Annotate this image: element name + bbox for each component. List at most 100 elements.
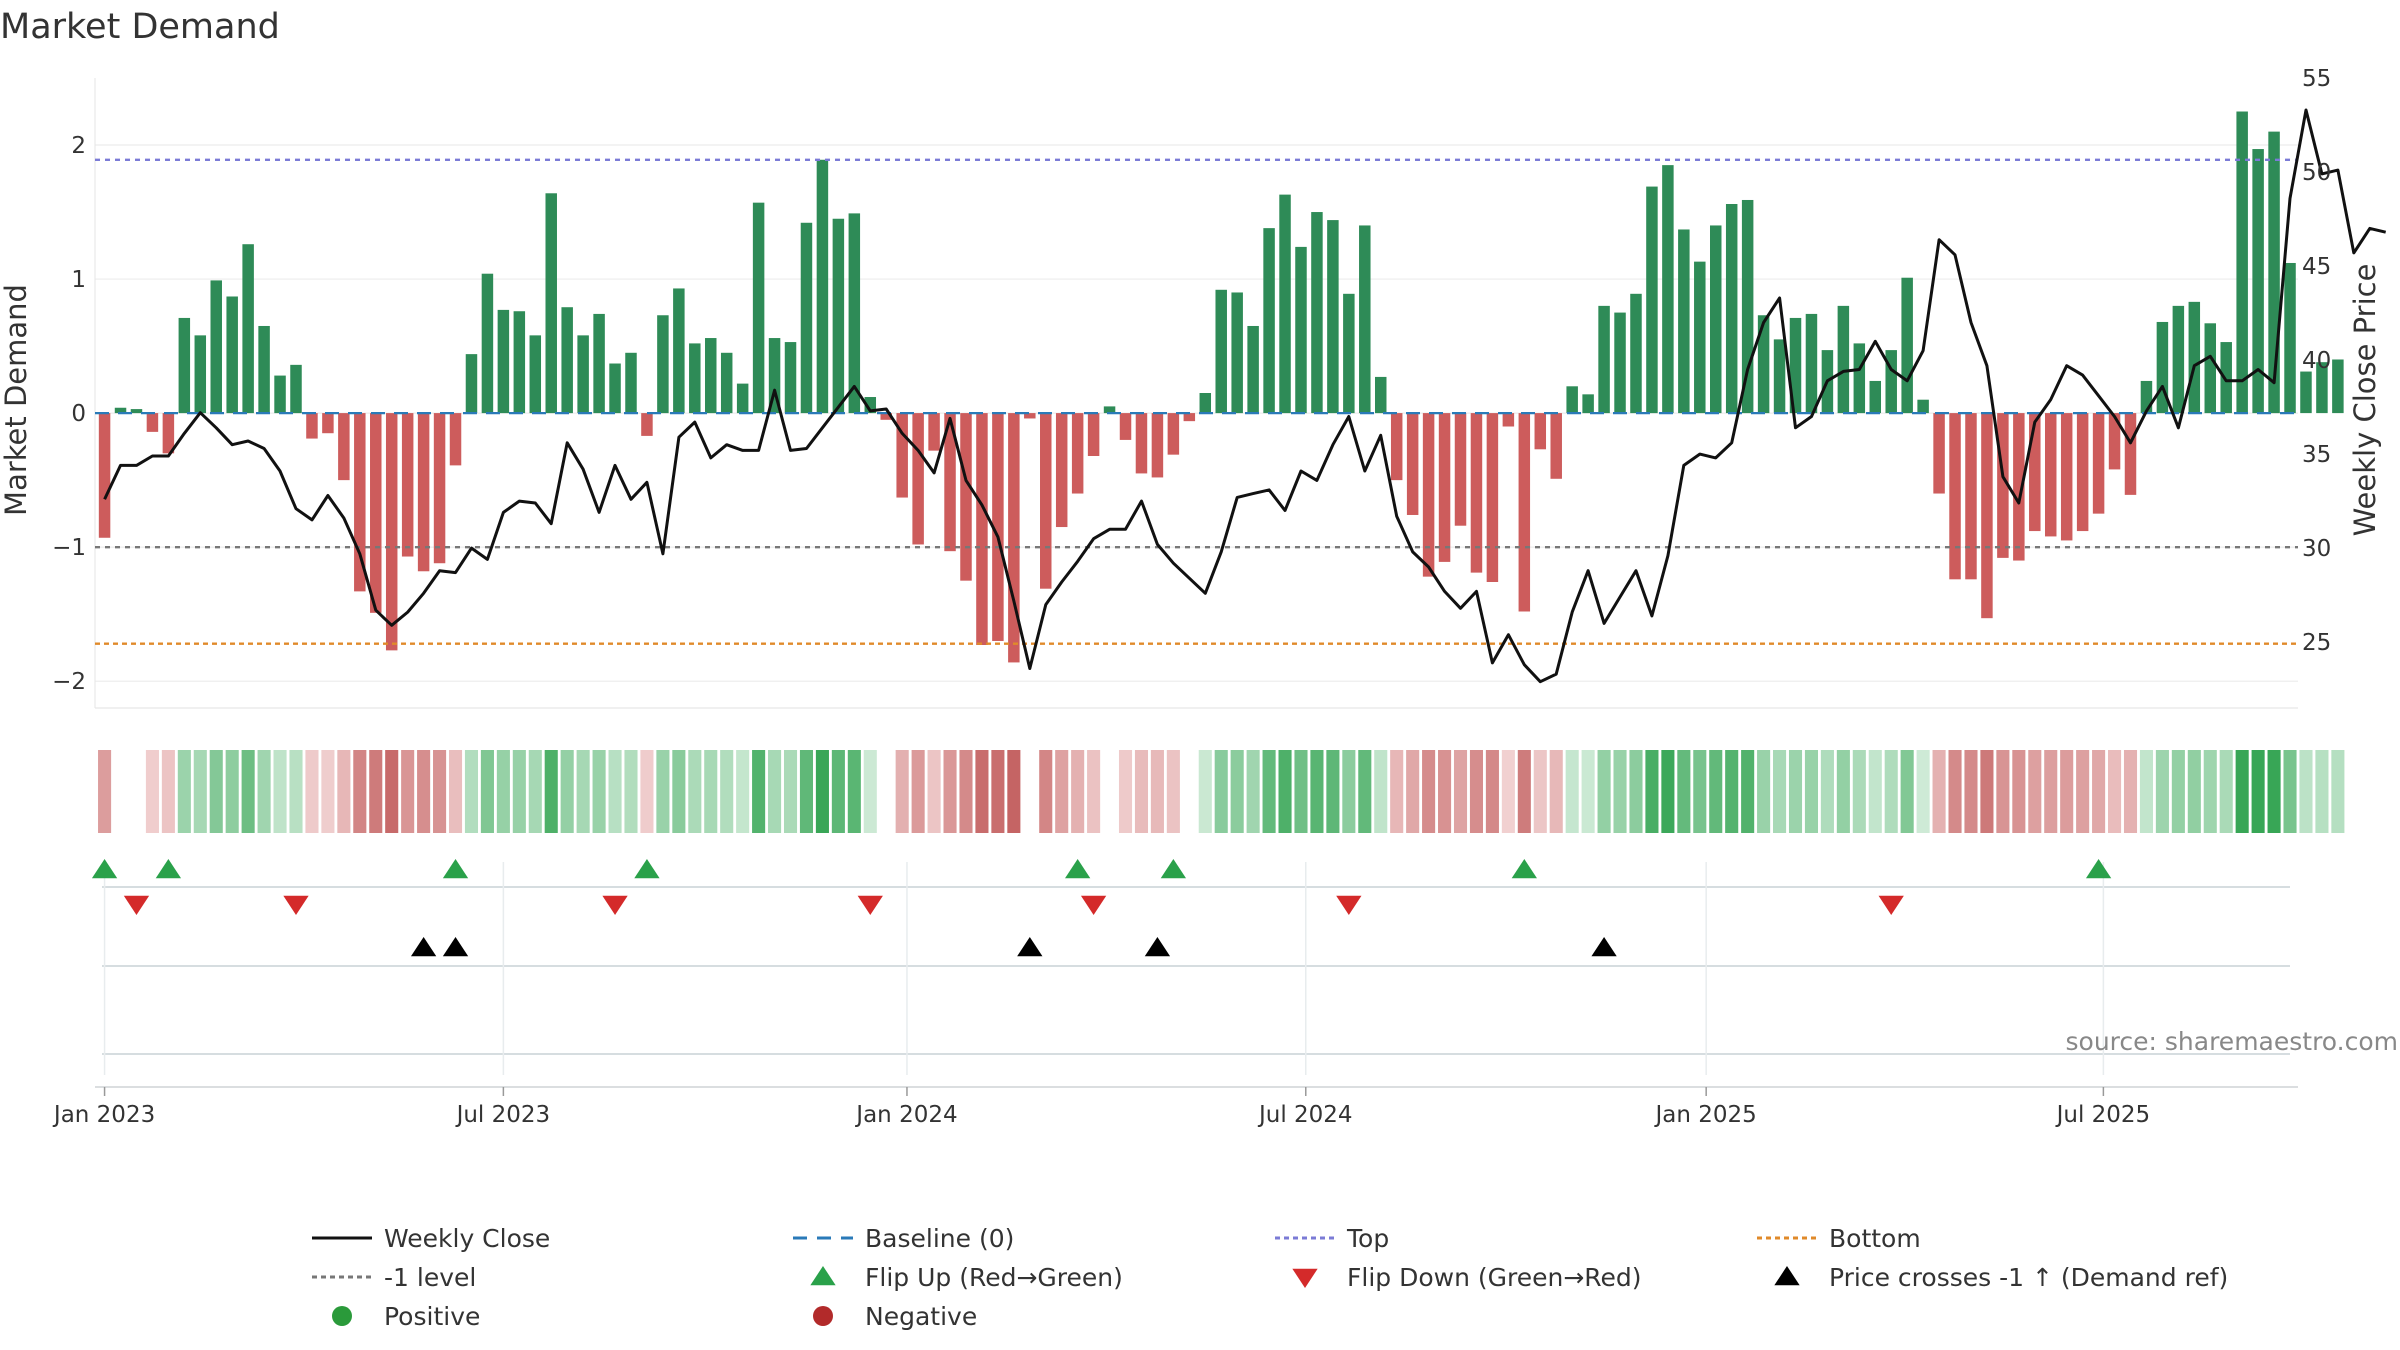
strip-cell <box>433 750 447 833</box>
strip-cell <box>145 750 159 833</box>
strip-cell <box>2123 750 2138 833</box>
strip-cell <box>943 750 957 833</box>
legend-label: Bottom <box>1829 1224 1921 1253</box>
demand-bar <box>2092 413 2105 514</box>
y-tick-label: 0 <box>71 401 86 427</box>
legend-label: Flip Down (Green→Red) <box>1347 1263 1642 1292</box>
demand-bar <box>162 413 175 454</box>
strip-cell <box>1788 750 1803 833</box>
demand-bar <box>641 413 653 436</box>
demand-bar <box>1071 413 1084 494</box>
strip-cell <box>704 750 718 833</box>
strip-cell <box>1039 750 1053 833</box>
right-y-tick-label: 40 <box>2302 348 2331 374</box>
demand-bar <box>673 288 685 414</box>
demand-bar <box>689 343 701 414</box>
demand-bar <box>2156 321 2169 414</box>
strip-cell <box>783 750 798 833</box>
strip-cell <box>161 750 175 833</box>
flip-up-marker <box>155 859 182 879</box>
demand-bar <box>928 413 940 451</box>
demand-bar <box>561 307 573 414</box>
demand-bar <box>705 338 717 414</box>
strip-cell <box>1150 750 1164 833</box>
demand-bar <box>2108 413 2121 470</box>
demand-bar <box>1167 413 1180 455</box>
demand-bar <box>178 317 191 414</box>
demand-bar <box>1199 393 1212 414</box>
demand-bar <box>2316 362 2328 414</box>
demand-bar <box>242 244 254 414</box>
demand-bar <box>1965 413 1977 580</box>
demand-bar <box>1550 413 1562 479</box>
demand-bar <box>1486 413 1499 582</box>
demand-bar <box>1502 413 1515 427</box>
demand-bar <box>2140 380 2153 414</box>
strip-cell <box>369 750 383 833</box>
legend-label: Price crosses -1 ↑ (Demand ref) <box>1829 1263 2228 1292</box>
x-tick-label: Jul 2025 <box>2055 1102 2151 1128</box>
demand-bar <box>944 413 956 552</box>
strip-cell <box>1390 750 1404 833</box>
strip-cell <box>959 750 973 833</box>
strip-cell <box>2219 750 2233 833</box>
legend-triangle-down-icon <box>1292 1268 1318 1288</box>
strip-cell <box>1230 750 1244 833</box>
strip-cell <box>720 750 734 833</box>
strip-cell <box>2283 750 2297 833</box>
strip-cell <box>2187 750 2201 833</box>
strip-cell <box>289 750 303 833</box>
strip-cell <box>1661 750 1675 833</box>
demand-bar <box>1454 413 1467 526</box>
strip-cell <box>2267 750 2281 833</box>
demand-bar <box>2124 413 2137 495</box>
demand-bar <box>880 413 892 420</box>
strip-cell <box>1693 750 1707 833</box>
strip-cell <box>1900 750 1914 833</box>
strip-cell <box>1198 750 1212 833</box>
strip-cell <box>1007 750 1021 833</box>
demand-bar <box>1295 246 1307 414</box>
flip-down-marker <box>123 895 150 915</box>
strip-cell <box>895 750 909 833</box>
demand-bar <box>1773 339 1786 414</box>
legend-label: -1 level <box>384 1263 476 1292</box>
strip-cell <box>417 750 431 833</box>
demand-bar <box>2044 413 2057 537</box>
demand-bar <box>465 354 478 414</box>
strip-cell <box>768 750 782 833</box>
strip-cell <box>2108 750 2122 833</box>
demand-bar <box>2188 301 2201 414</box>
demand-bar <box>1518 413 1531 612</box>
strip-cell <box>321 750 335 833</box>
demand-bar <box>2252 149 2264 414</box>
demand-bar <box>449 413 462 466</box>
demand-bar <box>226 296 238 414</box>
flip-down-marker <box>857 895 883 915</box>
demand-bar <box>2332 359 2344 414</box>
demand-bar <box>609 363 621 414</box>
demand-bar <box>417 413 430 572</box>
reference-lines <box>95 158 2298 645</box>
demand-bar <box>625 352 637 414</box>
strip-cell <box>1996 750 2010 833</box>
demand-bar <box>1630 293 1642 414</box>
strip-cell <box>1757 750 1771 833</box>
strip-cell <box>736 750 750 833</box>
strip-cell <box>1134 750 1149 833</box>
x-tick-label: Jul 2024 <box>1257 1102 1353 1128</box>
strip-cell <box>257 750 271 833</box>
demand-bar <box>354 413 366 592</box>
demand-bar <box>752 202 765 414</box>
strip-cell <box>305 750 319 833</box>
strip-cell <box>640 750 654 833</box>
strip-cell <box>1358 750 1372 833</box>
strip-cell <box>193 750 207 833</box>
demand-bar <box>1008 413 1020 663</box>
strip-cell <box>209 750 223 833</box>
legend-circle-icon <box>813 1306 833 1326</box>
demand-bar <box>210 280 222 414</box>
strip-cell <box>656 750 670 833</box>
demand-bar <box>1390 413 1403 481</box>
demand-bar <box>784 342 797 414</box>
